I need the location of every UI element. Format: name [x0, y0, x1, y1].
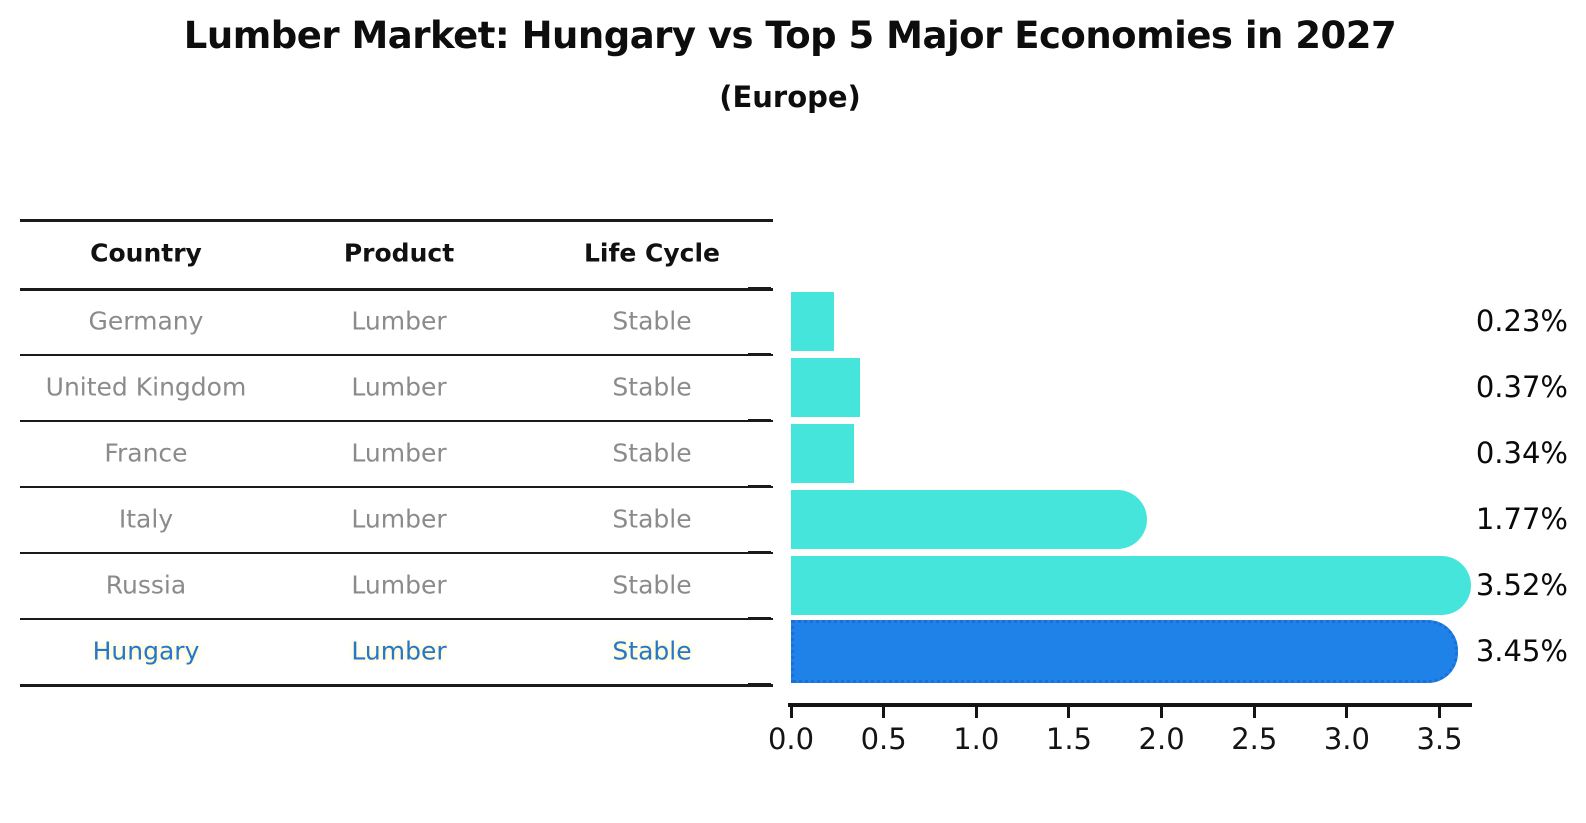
- x-axis-tick-label: 0.5: [860, 722, 907, 756]
- column-header-life-cycle: Life Cycle: [583, 238, 721, 268]
- x-axis-tick: [789, 706, 793, 718]
- chart-title: Lumber Market: Hungary vs Top 5 Major Ec…: [183, 14, 1397, 57]
- cell-country: United Kingdom: [45, 372, 247, 402]
- table-header-rule: [20, 288, 773, 291]
- x-axis-tick-label: 1.0: [953, 722, 1000, 756]
- x-axis-tick-label: 0.0: [767, 722, 815, 756]
- cell-product: Lumber: [351, 438, 447, 468]
- cell-life-cycle: Stable: [612, 636, 692, 666]
- x-axis-tick-label: 1.5: [1045, 722, 1092, 756]
- cell-life-cycle: Stable: [612, 306, 692, 336]
- x-axis-tick: [1438, 706, 1442, 718]
- cell-life-cycle: Stable: [612, 438, 692, 468]
- y-axis-tick: [748, 617, 771, 620]
- cell-product: Lumber: [351, 306, 447, 336]
- bar: [791, 555, 1472, 615]
- y-axis-tick: [748, 287, 771, 290]
- y-axis-tick: [748, 485, 771, 488]
- cell-life-cycle: Stable: [612, 570, 692, 600]
- bar-value-label: 0.23%: [1475, 304, 1568, 338]
- cell-product: Lumber: [351, 504, 447, 534]
- bar-hungary-highlight: [791, 619, 1459, 683]
- x-axis-tick-label: 3.5: [1416, 722, 1463, 756]
- table-bottom-rule: [20, 684, 773, 687]
- bar: [791, 357, 860, 417]
- cell-country: Italy: [118, 504, 174, 534]
- cell-country: Hungary: [92, 636, 200, 666]
- x-axis-tick: [882, 706, 886, 718]
- bar: [791, 291, 834, 351]
- y-axis-tick: [748, 419, 771, 422]
- x-axis-tick: [1160, 706, 1164, 718]
- cell-life-cycle: Stable: [612, 504, 692, 534]
- cell-country: France: [104, 438, 188, 468]
- x-axis-tick: [1252, 706, 1256, 718]
- chart-subtitle: (Europe): [719, 80, 861, 114]
- y-axis-tick: [748, 551, 771, 554]
- column-header-product: Product: [343, 238, 455, 268]
- table-row-separator: [20, 420, 773, 422]
- table-row-separator: [20, 552, 773, 554]
- x-axis-tick: [974, 706, 978, 718]
- bar-value-label: 3.52%: [1475, 568, 1568, 602]
- bar-value-label: 1.77%: [1475, 502, 1568, 536]
- table-top-rule: [20, 219, 773, 222]
- cell-product: Lumber: [351, 372, 447, 402]
- bar-value-label: 0.37%: [1475, 370, 1568, 404]
- x-axis-tick-label: 2.5: [1231, 722, 1278, 756]
- y-axis-tick: [748, 353, 771, 356]
- cell-country: Russia: [105, 570, 187, 600]
- cell-product: Lumber: [351, 636, 447, 666]
- cell-life-cycle: Stable: [612, 372, 692, 402]
- bar-value-label: 0.34%: [1475, 436, 1568, 470]
- x-axis-tick: [1345, 706, 1349, 718]
- table-row-separator: [20, 486, 773, 488]
- cell-country: Germany: [88, 306, 204, 336]
- x-axis-tick-label: 2.0: [1138, 722, 1185, 756]
- bar-value-label: 3.45%: [1475, 634, 1568, 668]
- x-axis-tick: [1067, 706, 1071, 718]
- x-axis-line: [788, 703, 1472, 707]
- bar: [791, 489, 1147, 549]
- table-row-separator: [20, 354, 773, 356]
- cell-product: Lumber: [351, 570, 447, 600]
- y-axis-tick: [748, 683, 771, 686]
- bar: [791, 423, 854, 483]
- column-header-country: Country: [90, 238, 202, 268]
- table-row-separator: [20, 618, 773, 620]
- x-axis-tick-label: 3.0: [1323, 722, 1370, 756]
